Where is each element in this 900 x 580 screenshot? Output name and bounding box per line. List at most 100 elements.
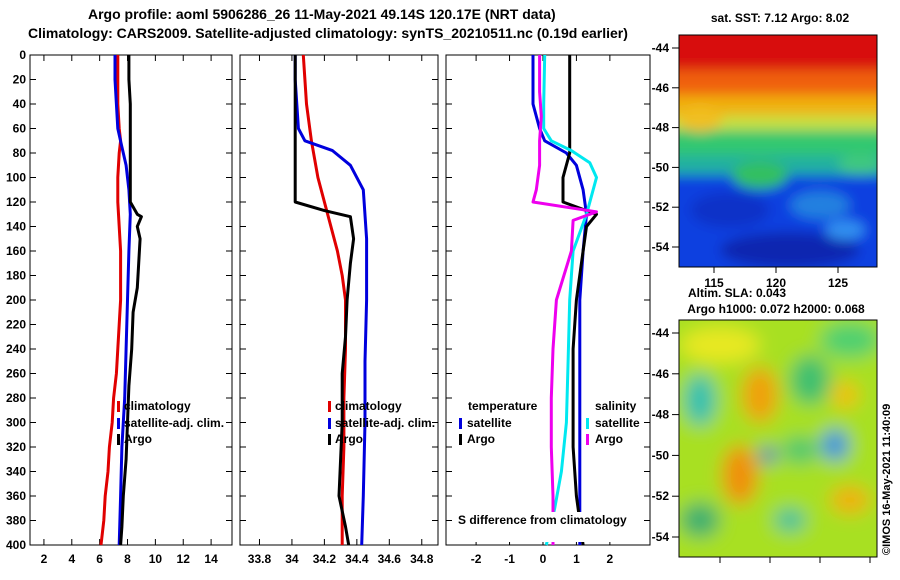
difference-series bbox=[531, 54, 598, 546]
x-tick-label: 14 bbox=[204, 552, 218, 566]
x-tick-label: -1 bbox=[504, 552, 515, 566]
legend-temp-argo-swatch bbox=[459, 434, 462, 445]
sla-lat-ticks: -44 -46 -48 -50 -52 -54 bbox=[652, 326, 679, 544]
temperature-axis-ticks: 2 4 6 8 10 12 14 bbox=[41, 55, 218, 566]
sst-map-panel: sat. SST: 7.12 Argo: 8.02 -44 -46 -48 -50 -5… bbox=[652, 11, 878, 290]
x-tick-label: 34.2 bbox=[313, 552, 337, 566]
x-tick-label: 2 bbox=[607, 552, 614, 566]
depth-tick-label: 340 bbox=[6, 465, 26, 479]
legend-argo-label: Argo bbox=[124, 432, 152, 446]
depth-tick-label: 320 bbox=[6, 440, 26, 454]
lat-tick-label: -44 bbox=[652, 41, 670, 55]
sla-map-title: Altim. SLA: 0.043 bbox=[688, 286, 786, 300]
legend-salinity-title: salinity bbox=[595, 399, 637, 413]
x-tick-label: 1 bbox=[573, 552, 580, 566]
legend-climatology-label: climatology bbox=[124, 399, 191, 413]
lat-tick-label: -50 bbox=[652, 448, 670, 462]
series-line-satellite-adj-clim- bbox=[293, 55, 369, 546]
lon-tick-label: 115 bbox=[704, 276, 724, 290]
legend-satellite-label: satellite-adj. clim. bbox=[124, 416, 224, 430]
legend-temp-satellite-swatch bbox=[459, 418, 462, 429]
difference-legend: temperature satellite Argo salinity sate… bbox=[459, 399, 640, 446]
x-tick-label: 2 bbox=[41, 552, 48, 566]
x-tick-label: 12 bbox=[177, 552, 191, 566]
lat-tick-label: -48 bbox=[652, 121, 670, 135]
lat-tick-label: -50 bbox=[652, 160, 670, 174]
sla-map-subtitle: Argo h1000: 0.072 h2000: 0.068 bbox=[687, 302, 865, 316]
legend-satellite-swatch bbox=[117, 418, 120, 429]
legend-argo-label: Argo bbox=[335, 432, 363, 446]
depth-tick-label: 360 bbox=[6, 489, 26, 503]
imos-credit: ©IMOS 16-May-2021 11:40:09 bbox=[881, 404, 893, 555]
legend-sal-argo-swatch bbox=[586, 434, 589, 445]
series-line-satellite-adj-clim- bbox=[113, 55, 132, 546]
difference-plot-frame bbox=[445, 54, 651, 546]
salinity-axis-ticks: 33.8 34 34.2 34.4 34.6 34.8 bbox=[248, 55, 434, 566]
sst-lon-ticks: 115 120 125 bbox=[704, 267, 848, 290]
salinity-series bbox=[293, 54, 369, 546]
temperature-profile-panel: 0 20 40 60 80 100 120 140 160 180 200 220 240 260 280 3… bbox=[6, 48, 233, 566]
sst-lat-ticks: -44 -46 -48 -50 -52 -54 bbox=[652, 41, 679, 254]
lat-tick-label: -54 bbox=[652, 240, 670, 254]
depth-tick-label: 240 bbox=[6, 342, 26, 356]
depth-tick-label: 160 bbox=[6, 244, 26, 258]
depth-tick-label: 200 bbox=[6, 293, 26, 307]
legend-sal-argo-label: Argo bbox=[595, 432, 623, 446]
series-line-temperature-argo bbox=[561, 55, 598, 546]
legend-temp-argo-label: Argo bbox=[467, 432, 495, 446]
temperature-legend: climatology satellite-adj. clim. Argo bbox=[117, 399, 224, 446]
lat-tick-label: -52 bbox=[652, 200, 670, 214]
legend-argo-swatch bbox=[328, 434, 331, 445]
depth-tick-label: 60 bbox=[13, 122, 27, 136]
depth-tick-label: 20 bbox=[13, 73, 27, 87]
x-tick-label: 8 bbox=[124, 552, 131, 566]
difference-depth-ticks bbox=[446, 54, 650, 546]
lon-tick-label: 120 bbox=[766, 276, 786, 290]
depth-tick-label: 120 bbox=[6, 195, 26, 209]
depth-tick-label: 380 bbox=[6, 514, 26, 528]
depth-tick-label: 40 bbox=[13, 97, 27, 111]
depth-tick-label: 280 bbox=[6, 391, 26, 405]
legend-argo-swatch bbox=[117, 434, 120, 445]
legend-climatology-swatch bbox=[117, 401, 120, 412]
x-tick-label: 34.8 bbox=[410, 552, 434, 566]
x-tick-label: 6 bbox=[96, 552, 103, 566]
legend-temperature-title: temperature bbox=[468, 399, 538, 413]
series-line-argo bbox=[293, 55, 356, 546]
depth-tick-label: 400 bbox=[6, 538, 26, 552]
depth-tick-label: 100 bbox=[6, 171, 26, 185]
legend-climatology-label: climatology bbox=[335, 399, 402, 413]
salinity-legend: climatology satellite-adj. clim. Argo bbox=[328, 399, 435, 446]
depth-tick-label: 220 bbox=[6, 318, 26, 332]
lat-tick-label: -52 bbox=[652, 489, 670, 503]
sst-map-title: sat. SST: 7.12 Argo: 8.02 bbox=[711, 11, 850, 25]
sst-map-frame bbox=[678, 34, 878, 268]
series-line-argo bbox=[119, 55, 143, 546]
lat-tick-label: -46 bbox=[652, 367, 670, 381]
depth-tick-label: 140 bbox=[6, 220, 26, 234]
header-line-2: Climatology: CARS2009. Satellite-adjuste… bbox=[28, 25, 628, 41]
x-tick-label: 34 bbox=[285, 552, 299, 566]
salinity-profile-panel: 33.8 34 34.2 34.4 34.6 34.8 climatology satel… bbox=[239, 54, 439, 566]
legend-temp-satellite-label: satellite bbox=[467, 416, 512, 430]
sla-heatmap bbox=[679, 320, 877, 557]
x-tick-label: -2 bbox=[471, 552, 482, 566]
legend-satellite-label: satellite-adj. clim. bbox=[335, 416, 435, 430]
x-tick-label: 10 bbox=[149, 552, 163, 566]
temperature-series bbox=[99, 55, 143, 546]
legend-satellite-swatch bbox=[328, 418, 331, 429]
sst-heatmap bbox=[679, 35, 877, 267]
salinity-depth-ticks bbox=[240, 54, 438, 546]
x-tick-label: 34.6 bbox=[378, 552, 402, 566]
sla-map-frame bbox=[678, 319, 878, 558]
lat-tick-label: -54 bbox=[652, 530, 670, 544]
sla-bottom-ticks bbox=[719, 557, 871, 563]
x-tick-label: 0 bbox=[540, 552, 547, 566]
depth-tick-label: 0 bbox=[19, 48, 26, 62]
x-tick-label: 34.4 bbox=[345, 552, 369, 566]
depth-axis-ticks: 0 20 40 60 80 100 120 140 160 180 200 220 240 260 280 3… bbox=[6, 48, 232, 552]
difference-xlabel: S difference from climatology bbox=[458, 513, 627, 527]
depth-tick-label: 300 bbox=[6, 416, 26, 430]
